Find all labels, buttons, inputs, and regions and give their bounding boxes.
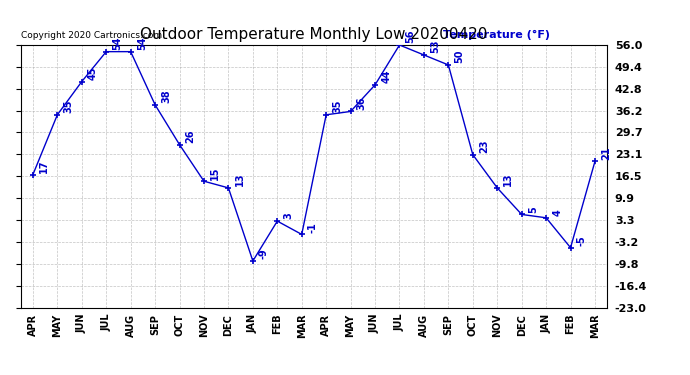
Text: 4: 4 bbox=[552, 209, 562, 216]
Text: 26: 26 bbox=[186, 129, 196, 143]
Text: 53: 53 bbox=[430, 40, 440, 53]
Text: 36: 36 bbox=[357, 96, 366, 110]
Text: 13: 13 bbox=[235, 173, 244, 186]
Text: 35: 35 bbox=[333, 100, 342, 113]
Text: -5: -5 bbox=[577, 235, 586, 246]
Text: 23: 23 bbox=[479, 140, 489, 153]
Text: 50: 50 bbox=[455, 50, 464, 63]
Text: Copyright 2020 Cartronics.com: Copyright 2020 Cartronics.com bbox=[21, 31, 162, 40]
Text: 54: 54 bbox=[137, 36, 147, 50]
Text: 13: 13 bbox=[503, 173, 513, 186]
Text: 44: 44 bbox=[381, 70, 391, 83]
Text: 35: 35 bbox=[63, 100, 73, 113]
Text: 17: 17 bbox=[39, 159, 49, 173]
Text: 56: 56 bbox=[406, 30, 415, 44]
Text: -1: -1 bbox=[308, 222, 318, 233]
Text: 21: 21 bbox=[601, 146, 611, 160]
Text: 45: 45 bbox=[88, 66, 98, 80]
Title: Outdoor Temperature Monthly Low 20200420: Outdoor Temperature Monthly Low 20200420 bbox=[140, 27, 488, 42]
Text: 54: 54 bbox=[112, 36, 122, 50]
Text: 15: 15 bbox=[210, 166, 220, 180]
Text: Temperature (°F): Temperature (°F) bbox=[443, 30, 550, 40]
Text: -9: -9 bbox=[259, 249, 269, 259]
Text: 38: 38 bbox=[161, 90, 171, 103]
Text: 3: 3 bbox=[284, 213, 293, 219]
Text: 5: 5 bbox=[528, 206, 538, 213]
